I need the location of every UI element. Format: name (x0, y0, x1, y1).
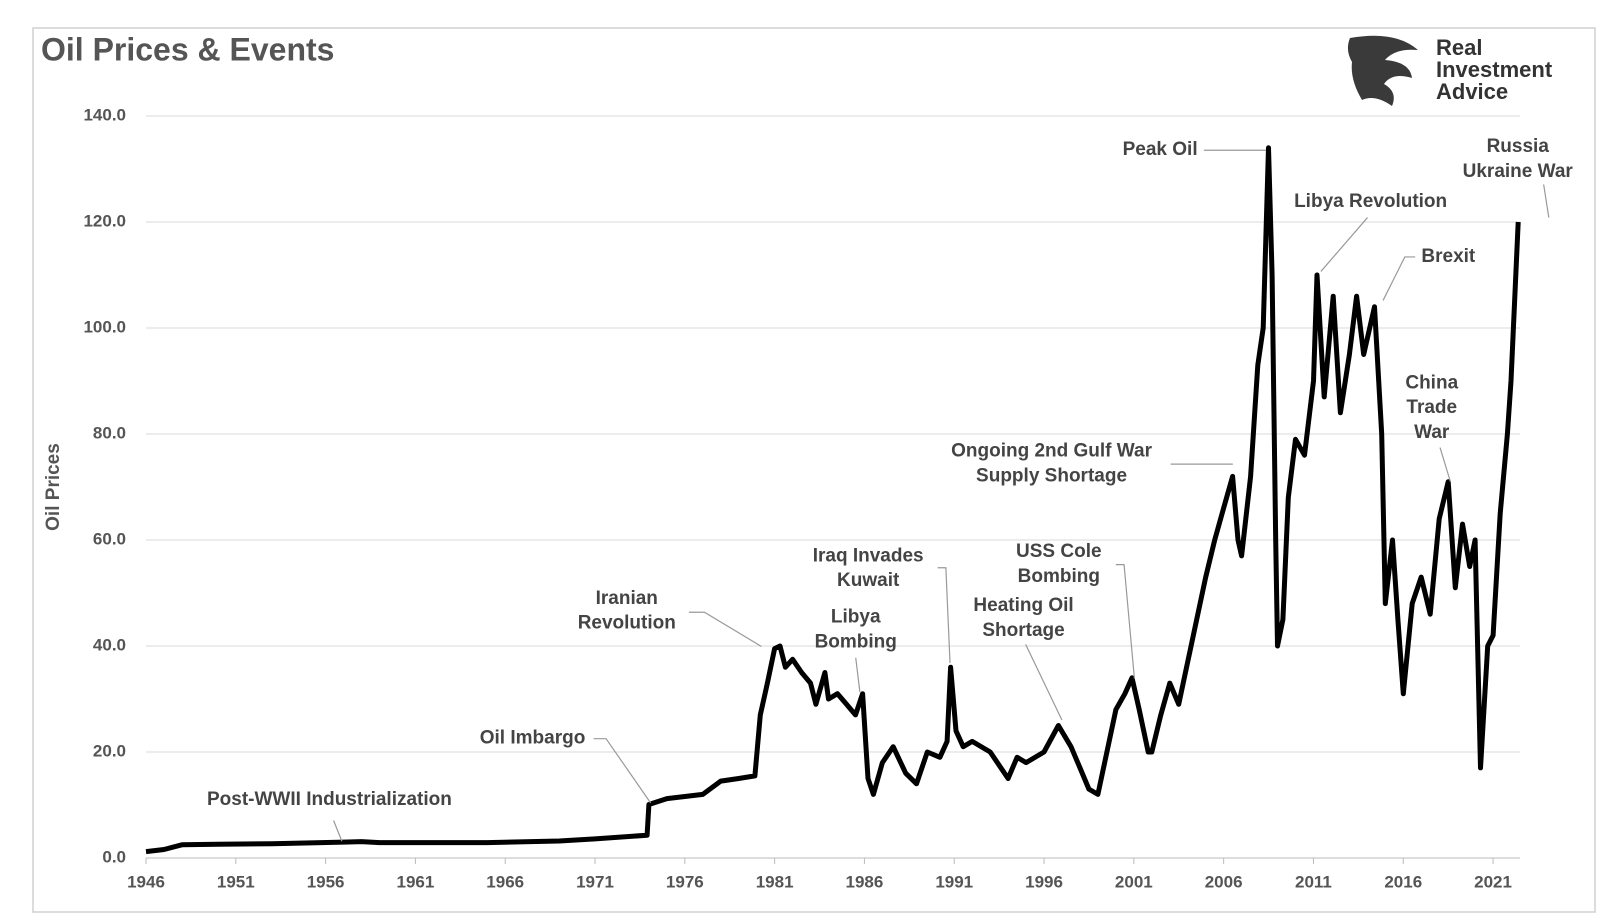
annotation-leader (1439, 447, 1451, 482)
annotation: Iraq Invades (813, 545, 924, 566)
annotation: Ongoing 2nd Gulf War (951, 441, 1152, 462)
annotation: War (1414, 422, 1450, 443)
x-tick-label: 1986 (846, 872, 884, 891)
annotation-leader (855, 657, 861, 693)
x-tick-label: 1991 (935, 872, 973, 891)
logo-text: Real (1436, 35, 1482, 60)
annotation-leader (1543, 184, 1550, 218)
annotation: Iranian (596, 588, 658, 609)
x-tick-label: 1951 (217, 872, 255, 891)
logo-text: Investment (1436, 57, 1553, 82)
x-tick-label: 2021 (1474, 872, 1512, 891)
annotation: Ukraine War (1463, 161, 1574, 182)
annotation: Shortage (982, 620, 1064, 641)
annotation: Trade (1406, 397, 1457, 418)
x-tick-label: 1966 (486, 872, 524, 891)
annotation-leader (1115, 564, 1136, 679)
x-tick-label: 2011 (1295, 872, 1332, 891)
annotation: Libya (831, 606, 881, 627)
annotation-leader (688, 611, 762, 647)
logo: Real Investment Advice (1347, 35, 1553, 106)
annotation: China (1405, 372, 1458, 393)
annotation: Heating Oil (973, 595, 1073, 616)
y-tick-label: 120.0 (83, 211, 126, 230)
annotation-leader (333, 820, 343, 842)
annotation: Libya Revolution (1294, 191, 1447, 212)
x-tick-label: 1961 (396, 872, 434, 891)
x-tick-label: 1996 (1025, 872, 1063, 891)
x-tick-label: 2006 (1205, 872, 1243, 891)
x-tick-label: 1956 (307, 872, 345, 891)
y-tick-label: 100.0 (83, 317, 126, 336)
frame (32, 27, 1596, 913)
y-tick-label: 60.0 (93, 529, 126, 548)
annotation: Oil Imbargo (480, 728, 586, 749)
x-tick-label: 1971 (576, 872, 614, 891)
annotation-leader (937, 567, 951, 664)
y-axis-label: Oil Prices (43, 443, 64, 531)
x-tick-label: 2001 (1115, 872, 1153, 891)
chart-title: Oil Prices & Events (41, 31, 334, 67)
annotation-leader (593, 738, 652, 804)
logo-text: Advice (1436, 79, 1508, 104)
annotation: Post-WWII Industrialization (207, 789, 452, 810)
annotation: Peak Oil (1123, 139, 1198, 160)
x-tick-label: 2016 (1384, 872, 1422, 891)
logo-icon (1347, 35, 1418, 106)
annotation: Revolution (578, 613, 676, 634)
annotation: Supply Shortage (976, 466, 1127, 487)
annotation: Russia (1487, 136, 1550, 157)
annotation-leader (1320, 217, 1368, 272)
y-tick-label: 80.0 (93, 423, 126, 442)
y-tick-label: 140.0 (83, 105, 126, 124)
y-tick-label: 20.0 (93, 741, 126, 760)
annotation-leader (1382, 256, 1416, 301)
annotation: Brexit (1421, 246, 1476, 267)
x-tick-label: 1946 (127, 872, 165, 891)
annotation-leader (1025, 644, 1063, 721)
annotation: Bombing (1018, 566, 1100, 587)
x-tick-label: 1981 (756, 872, 794, 891)
y-tick-label: 40.0 (93, 635, 126, 654)
annotation: Kuwait (837, 570, 900, 591)
annotation: USS Cole (1016, 541, 1102, 562)
y-tick-label: 0.0 (102, 847, 126, 866)
x-tick-label: 1976 (666, 872, 704, 891)
price-line (145, 145, 1521, 855)
annotation: Bombing (815, 631, 897, 652)
